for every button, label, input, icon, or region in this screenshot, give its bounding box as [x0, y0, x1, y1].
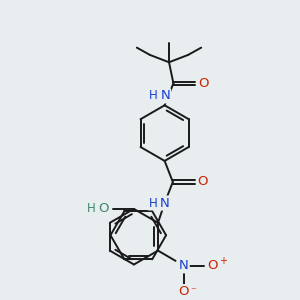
Text: N: N	[160, 89, 170, 102]
Text: O: O	[178, 285, 189, 298]
Text: O: O	[198, 176, 208, 188]
Text: ⁻: ⁻	[190, 286, 196, 297]
Text: O: O	[198, 77, 209, 90]
Text: O: O	[98, 202, 108, 215]
Text: +: +	[219, 256, 227, 266]
Text: N: N	[160, 196, 169, 209]
Text: N: N	[179, 259, 189, 272]
Text: H: H	[148, 196, 157, 209]
Text: H: H	[149, 89, 158, 102]
Text: H: H	[87, 202, 96, 215]
Text: O: O	[207, 259, 218, 272]
